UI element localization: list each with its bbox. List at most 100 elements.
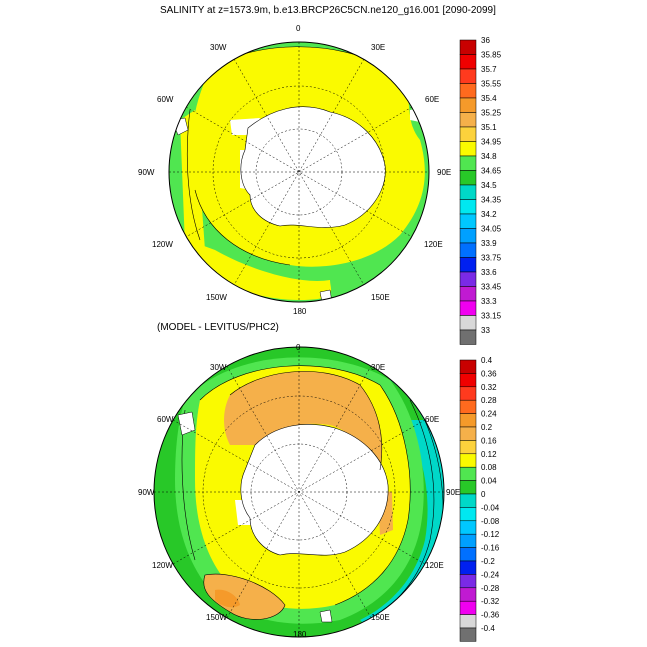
colorbar-swatch [459,184,477,200]
map-title-salinity: SALINITY at z=1573.9m, b.e13.BRCP26C5CN.… [160,5,496,16]
lon-60w: 60W [157,95,174,104]
colorbar-label: 35.25 [481,109,502,118]
colorbar-swatch [459,386,477,401]
lon-90w: 90W [138,168,155,177]
colorbar-swatch [459,440,477,455]
colorbar-swatch [459,520,477,535]
colorbar-label: -0.24 [481,570,500,579]
lon-labels-top: 0 30E 60E 90E 120E 150E 180 150W 120W 90… [138,24,451,316]
lon-30w: 30W [210,43,227,52]
colorbar-swatch [459,453,477,468]
lon-0: 0 [296,343,301,352]
colorbar-swatch [459,170,477,186]
colorbar-label: 34.2 [481,210,497,219]
lon-30e: 30E [371,363,385,372]
lon-150e: 150E [371,613,390,622]
colorbar-label: -0.12 [481,530,500,539]
colorbar-label: -0.4 [481,624,495,633]
colorbar-label: -0.28 [481,584,500,593]
colorbar-swatch [459,329,477,345]
colorbar-difference: 0.4 0.36 0.32 0.28 0.24 0.2 0.16 0.12 0.08 0.04 0 -… [459,356,500,642]
map-title-difference: (MODEL - LEVITUS/PHC2) [157,322,279,333]
colorbar-swatch [459,39,477,55]
colorbar-label: 34.05 [481,225,502,234]
colorbar-swatch [459,600,477,615]
lon-120w: 120W [152,240,173,249]
colorbar-swatch [459,213,477,229]
lon-180: 180 [293,307,307,316]
colorbar-label: 34.65 [481,167,502,176]
colorbar-label: -0.16 [481,544,500,553]
colorbar-label: 0.2 [481,423,493,432]
colorbar-swatch [459,257,477,273]
difference-map: 0 30E 60E 90E 120E 150E 180 150W 120W 90… [138,343,460,639]
colorbar-label: 0.32 [481,383,497,392]
colorbar-label: -0.2 [481,557,495,566]
lon-150w: 150W [206,613,227,622]
colorbar-swatch [459,199,477,215]
colorbar-label: -0.04 [481,503,500,512]
lon-150w: 150W [206,293,227,302]
colorbar-label: 33.15 [481,312,502,321]
colorbar-swatch [459,54,477,70]
lon-labels-bottom: 0 30E 60E 90E 120E 150E 180 150W 120W 90… [138,343,460,639]
colorbar-swatch [459,480,477,495]
lon-150e: 150E [371,293,390,302]
salinity-map: 0 30E 60E 90E 120E 150E 180 150W 120W 90… [138,24,451,316]
colorbar-label: 0.04 [481,477,497,486]
colorbar-swatch [459,373,477,388]
colorbar-label: 0.36 [481,369,497,378]
colorbar-label: 33.45 [481,283,502,292]
colorbar-swatch [459,507,477,522]
colorbar-swatch [459,533,477,548]
lon-90w: 90W [138,488,155,497]
colorbar-swatch [459,300,477,316]
colorbar-swatch [459,315,477,331]
colorbar-swatch [459,627,477,642]
colorbar-label: 36 [481,36,490,45]
colorbar-swatch [459,228,477,244]
colorbar-label: 0.4 [481,356,493,365]
colorbar-swatch [459,587,477,602]
colorbar-swatch [459,68,477,84]
colorbar-swatch [459,126,477,142]
lon-120w: 120W [152,561,173,570]
colorbar-label: 33.6 [481,268,497,277]
lon-30w: 30W [210,363,227,372]
antarctica-bottom [240,424,389,556]
colorbar-label: 34.5 [481,181,497,190]
colorbar-label: -0.08 [481,517,500,526]
colorbar-label: 35.7 [481,65,497,74]
colorbar-swatch [459,493,477,508]
colorbar-label: 0.12 [481,450,497,459]
colorbar-label: 35.55 [481,80,502,89]
lon-120e: 120E [424,240,443,249]
antarctica-top [240,106,386,228]
colorbar-label: 34.95 [481,138,502,147]
colorbar-label: -0.36 [481,611,500,620]
lon-180: 180 [293,630,307,639]
colorbar-label: 0.08 [481,463,497,472]
colorbar-swatch [459,83,477,99]
colorbar-swatch [459,547,477,562]
lon-60e: 60E [425,95,439,104]
colorbar-label: 35.4 [481,94,497,103]
lon-60e: 60E [425,415,439,424]
colorbar-swatch [459,112,477,128]
colorbar-label: 34.35 [481,196,502,205]
lon-90e: 90E [437,168,451,177]
colorbar-swatch [459,560,477,575]
lon-90e: 90E [446,488,460,497]
colorbar-label: 35.1 [481,123,497,132]
colorbar-swatch [459,286,477,302]
lon-60w: 60W [157,415,174,424]
colorbar-swatch [459,399,477,414]
colorbar-swatch [459,614,477,629]
lon-30e: 30E [371,43,385,52]
colorbar-swatch [459,242,477,258]
colorbar-swatch [459,359,477,374]
colorbar-label: 35.85 [481,51,502,60]
colorbar-label: 0.16 [481,436,497,445]
lon-0: 0 [296,24,301,33]
